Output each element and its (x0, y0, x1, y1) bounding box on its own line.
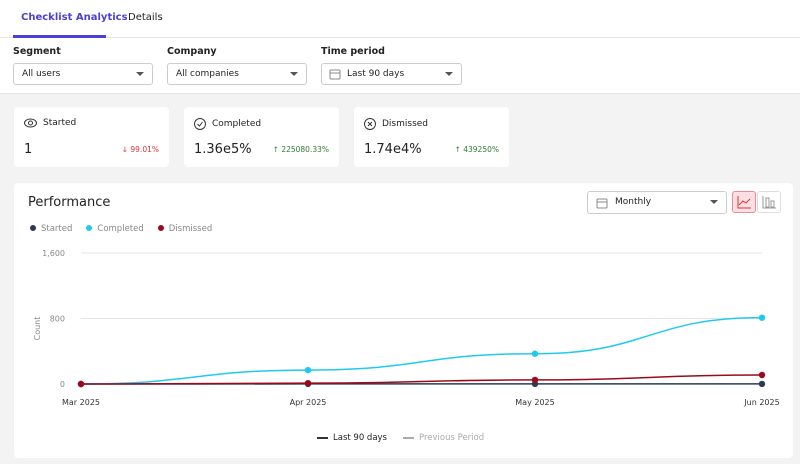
calendar-icon (329, 69, 341, 80)
performance-title: Performance (28, 195, 111, 210)
data-point-completed (531, 350, 539, 357)
arrow-up-icon: ↑ (272, 145, 282, 154)
dismissed-card: Dismissed 1.74e4% ↑ 439250% (354, 107, 509, 167)
data-point-dismissed (77, 380, 85, 388)
arrow-up-icon: ↑ (454, 145, 464, 154)
time-filter: Time period Last 90 days (321, 46, 462, 85)
legend-current-period[interactable]: Last 90 days (317, 433, 387, 443)
card-delta: ↓ 99.01% (121, 145, 159, 154)
time-value: Last 90 days (347, 69, 405, 79)
card-value: 1 (24, 142, 33, 157)
segment-value: All users (22, 69, 61, 79)
line-chart-icon (737, 196, 751, 209)
period-legend: Last 90 days Previous Period (317, 433, 484, 443)
header: Checklist Analytics Details Segment All … (0, 0, 800, 94)
data-point-started (758, 380, 766, 388)
data-point-completed (758, 314, 766, 321)
legend-previous-period[interactable]: Previous Period (403, 433, 484, 443)
tab-bar: Checklist Analytics Details (0, 0, 800, 38)
company-select[interactable]: All companies (167, 63, 307, 85)
card-value: 1.36e5% (194, 142, 252, 157)
company-label: Company (167, 46, 217, 57)
completed-card: Completed 1.36e5% ↑ 225080.33% (184, 107, 339, 167)
chevron-down-icon (710, 200, 718, 204)
x-tick-label: May 2025 (515, 398, 554, 407)
data-point-dismissed (531, 376, 539, 384)
check-circle-icon (194, 118, 206, 130)
data-point-dismissed (304, 379, 312, 387)
card-title: Started (43, 118, 77, 128)
segment-filter: Segment All users (13, 46, 153, 85)
data-point-dismissed (758, 371, 766, 379)
x-tick-label: Apr 2025 (290, 398, 327, 407)
y-tick-label: 800 (50, 315, 65, 324)
y-tick-label: 1,600 (42, 249, 65, 258)
performance-chart: 0 800 1,600 Count Mar 2025 Apr 2025 May 2025 Ju… (33, 249, 780, 407)
data-point-completed (304, 366, 312, 374)
interval-value: Monthly (615, 197, 652, 207)
card-title: Completed (212, 119, 262, 129)
chevron-down-icon (136, 72, 144, 76)
time-select[interactable]: Last 90 days (321, 63, 462, 85)
legend-completed[interactable]: Completed (86, 224, 144, 234)
card-value: 1.74e4% (364, 142, 422, 157)
company-value: All companies (176, 69, 239, 79)
tab-details[interactable]: Details (128, 12, 163, 23)
x-tick-label: Mar 2025 (62, 398, 100, 407)
performance-panel: Performance Monthly Started Completed Di… (14, 183, 793, 458)
series-line-completed (80, 316, 763, 385)
card-title: Dismissed (382, 119, 429, 129)
time-label: Time period (321, 46, 385, 57)
active-tab-indicator (13, 35, 106, 38)
arrow-down-icon: ↓ (121, 145, 131, 154)
interval-select[interactable]: Monthly (587, 191, 727, 214)
eye-icon (24, 118, 37, 128)
y-tick-label: 0 (60, 380, 65, 389)
card-delta: ↑ 439250% (454, 145, 499, 154)
company-filter: Company All companies (167, 46, 307, 85)
chevron-down-icon (290, 72, 298, 76)
calendar-icon (596, 198, 608, 209)
x-tick-label: Jun 2025 (743, 398, 779, 407)
legend-dismissed[interactable]: Dismissed (157, 224, 212, 234)
bar-chart-toggle[interactable] (757, 191, 781, 213)
x-circle-icon (364, 118, 376, 130)
tab-checklist-analytics[interactable]: Checklist Analytics (21, 12, 128, 23)
started-card: Started 1 ↓ 99.01% (14, 107, 169, 167)
bar-chart-icon (762, 196, 776, 209)
chevron-down-icon (445, 72, 453, 76)
y-axis-label: Count (33, 317, 42, 341)
segment-label: Segment (13, 46, 61, 57)
card-delta: ↑ 225080.33% (272, 145, 329, 154)
segment-select[interactable]: All users (13, 63, 153, 85)
series-line-dismissed (80, 374, 763, 385)
chart-legend: Started Completed Dismissed (30, 224, 212, 234)
legend-started[interactable]: Started (30, 224, 72, 234)
line-chart-toggle[interactable] (732, 191, 756, 213)
